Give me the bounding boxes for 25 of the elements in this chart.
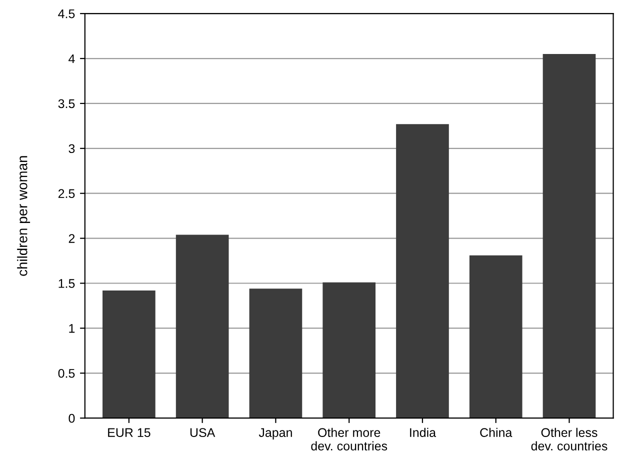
x-tick-label: EUR 15 — [108, 428, 150, 438]
y-tick-label: 2.5 — [58, 189, 75, 198]
bar — [102, 290, 156, 418]
y-tick-label: 4 — [68, 54, 75, 64]
bar — [322, 282, 376, 418]
y-tick-label: 3 — [68, 144, 75, 154]
x-tick-label: Other more dev. countries — [311, 428, 388, 450]
x-tick-label: China — [480, 428, 512, 438]
y-tick-label: 1 — [69, 324, 75, 333]
x-tick-label: USA — [190, 428, 216, 438]
bar — [176, 234, 229, 418]
y-tick-label: 0 — [68, 414, 75, 423]
x-tick-label: Japan — [258, 428, 292, 440]
y-tick-label: 1.5 — [58, 279, 75, 288]
x-tick-label: India — [410, 428, 436, 438]
y-tick-label: 4.5 — [58, 9, 75, 18]
y-axis-title: children per woman — [17, 156, 30, 276]
y-tick-label: 3.5 — [58, 99, 75, 108]
x-tick-label: Other less dev. countries — [531, 428, 608, 450]
bar — [249, 288, 302, 418]
bar — [396, 124, 449, 418]
bar — [542, 54, 596, 418]
y-tick-label: 0.5 — [58, 368, 75, 378]
y-tick-label: 2 — [68, 234, 75, 243]
bar — [469, 255, 522, 418]
